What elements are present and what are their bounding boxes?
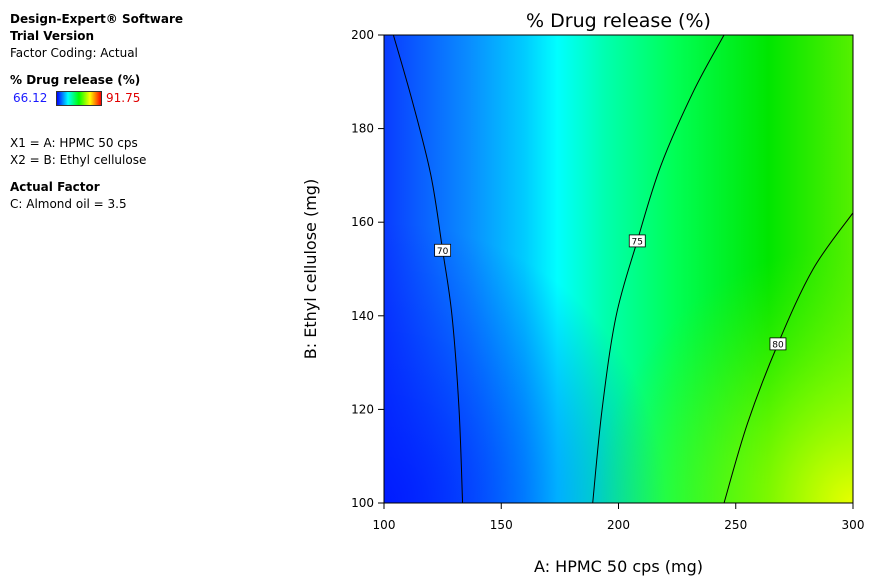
response-label: % Drug release (%) <box>10 73 141 87</box>
y-tick-label-140: 140 <box>351 309 374 323</box>
contour-label-75: 75 <box>632 237 643 247</box>
y-tick-label-180: 180 <box>351 122 374 136</box>
x-tick-label-100: 100 <box>373 518 396 532</box>
x-tick-label-150: 150 <box>490 518 513 532</box>
x-axis-label: A: HPMC 50 cps (mg) <box>534 557 703 576</box>
x-tick-label-200: 200 <box>607 518 630 532</box>
x-tick-label-300: 300 <box>842 518 865 532</box>
color-scale-legend: 66.12 91.75 <box>13 89 260 107</box>
y-tick-label-160: 160 <box>351 215 374 229</box>
edition-label: Trial Version <box>10 29 95 43</box>
app-name: Design-Expert® Software <box>10 12 184 26</box>
y-axis-label: B: Ethyl cellulose (mg) <box>301 179 320 359</box>
y-tick-label-200: 200 <box>351 28 374 42</box>
contour-label-box-75 <box>628 234 646 248</box>
contour-label-80: 80 <box>772 340 784 350</box>
color-scale-max: 91.75 <box>106 90 141 105</box>
x-tick-label-250: 250 <box>724 518 747 532</box>
contour-label-70: 70 <box>437 247 449 257</box>
y-tick-label-120: 120 <box>351 402 374 416</box>
contour-label-box-70 <box>434 243 452 257</box>
info-panel: Design-Expert® Software Trial Version Fa… <box>10 11 260 213</box>
y-tick-label-100: 100 <box>351 496 374 510</box>
color-scale-min: 66.12 <box>13 90 48 105</box>
color-scale-bar <box>56 90 102 106</box>
factor-x2-label: X2 = B: Ethyl cellulose <box>10 153 147 167</box>
chart-title: % Drug release (%) <box>526 10 711 32</box>
contour-fill-high-corner <box>384 35 853 503</box>
factor-x1-label: X1 = A: HPMC 50 cps <box>10 136 138 150</box>
factor-coding-label: Factor Coding: Actual <box>10 46 138 60</box>
actual-factor-heading: Actual Factor <box>10 180 100 194</box>
actual-factor-value: C: Almond oil = 3.5 <box>10 197 127 211</box>
contour-label-box-80 <box>769 337 787 351</box>
